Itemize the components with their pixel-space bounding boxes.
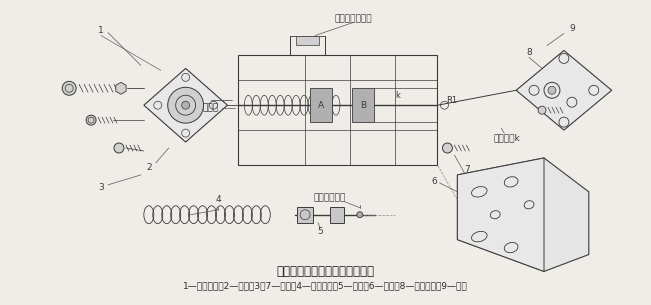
Polygon shape xyxy=(458,158,544,271)
Text: 控制油孔k: 控制油孔k xyxy=(494,134,521,142)
Bar xyxy=(310,88,332,122)
Text: 3: 3 xyxy=(98,183,104,192)
Text: B: B xyxy=(360,101,366,110)
Circle shape xyxy=(168,87,204,123)
Text: 5: 5 xyxy=(317,227,323,236)
Polygon shape xyxy=(116,82,126,94)
Polygon shape xyxy=(458,158,589,271)
Text: k: k xyxy=(395,91,400,100)
Text: 顺序阀易出故障的零件及其部位: 顺序阀易出故障的零件及其部位 xyxy=(276,265,374,278)
Text: 2: 2 xyxy=(146,163,152,172)
Bar xyxy=(296,36,319,45)
Text: 8: 8 xyxy=(526,48,532,57)
Text: R1: R1 xyxy=(446,96,457,105)
Circle shape xyxy=(182,101,189,109)
Circle shape xyxy=(86,115,96,125)
Text: 中心有阻尼孔: 中心有阻尼孔 xyxy=(314,193,346,202)
Circle shape xyxy=(357,212,363,218)
Text: 1—调压螺钉；2—顶盖；3、7—螺堵；4—调压弹簧；5—阀芯；6—阀体；8—控制柱塞；9—底盖: 1—调压螺钉；2—顶盖；3、7—螺堵；4—调压弹簧；5—阀芯；6—阀体；8—控制… xyxy=(183,281,467,290)
Text: 1: 1 xyxy=(98,26,104,35)
Text: 泄油孔: 泄油孔 xyxy=(202,104,219,113)
Bar xyxy=(330,207,344,223)
Bar xyxy=(297,207,313,223)
Bar xyxy=(352,88,374,122)
Text: 9: 9 xyxy=(569,24,575,33)
Circle shape xyxy=(114,143,124,153)
Circle shape xyxy=(443,143,452,153)
Bar xyxy=(238,56,437,165)
Circle shape xyxy=(548,86,556,94)
Circle shape xyxy=(538,106,546,114)
Text: 阀芯中心阻尼孔: 阀芯中心阻尼孔 xyxy=(334,14,372,23)
Text: 4: 4 xyxy=(215,195,221,204)
Polygon shape xyxy=(144,68,227,142)
Text: 7: 7 xyxy=(464,165,470,174)
Text: A: A xyxy=(318,101,324,110)
Circle shape xyxy=(62,81,76,95)
Text: 6: 6 xyxy=(432,178,437,186)
Bar xyxy=(290,36,325,56)
Polygon shape xyxy=(516,50,612,130)
